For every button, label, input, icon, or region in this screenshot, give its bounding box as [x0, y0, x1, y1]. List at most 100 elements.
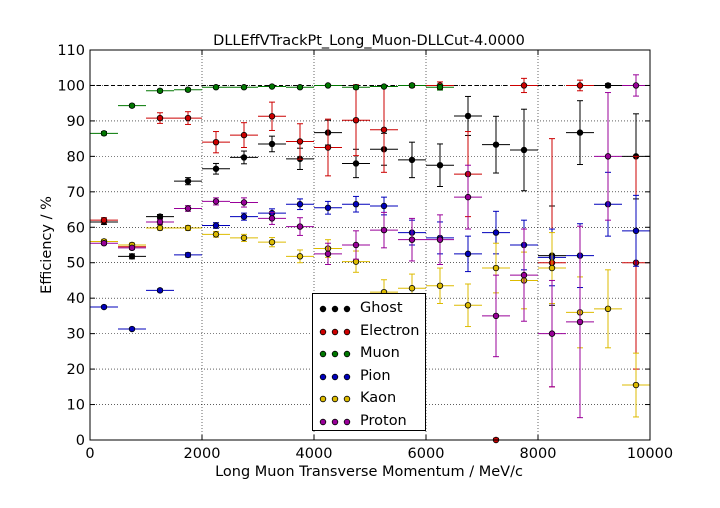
data-point: [128, 102, 136, 109]
y-tick-label: 80: [67, 149, 85, 165]
data-point: [408, 285, 416, 292]
data-point: [100, 240, 108, 247]
data-point: [492, 141, 500, 148]
data-point: [352, 84, 360, 91]
data-point: [520, 82, 528, 89]
data-point: [436, 282, 444, 289]
x-tick-label: 6000: [408, 446, 445, 462]
legend-item-muon: Muon: [313, 343, 425, 365]
data-point: [240, 154, 248, 161]
legend-marker-dot: [331, 305, 339, 313]
data-point: [408, 82, 416, 89]
legend-marker-dot: [319, 373, 327, 380]
data-point: [380, 126, 388, 133]
legend-label: Proton: [360, 412, 407, 429]
data-point: [576, 129, 584, 136]
data-point: [268, 83, 276, 90]
data-point: [464, 302, 472, 309]
data-point: [156, 218, 164, 226]
data-point: [380, 83, 388, 90]
data-point: [576, 318, 584, 326]
data-point: [296, 138, 304, 145]
data-point: [268, 215, 276, 222]
data-point: [156, 287, 164, 294]
data-point: [212, 222, 220, 229]
y-tick-label: 10: [67, 398, 85, 414]
legend-marker-electron: [319, 328, 351, 335]
legend-marker-proton: [319, 418, 351, 425]
data-point: [324, 204, 332, 211]
data-point: [100, 130, 108, 137]
data-point: [184, 177, 192, 185]
y-tick-label: 100: [57, 78, 85, 94]
data-point: [212, 165, 220, 172]
data-point: [492, 229, 500, 236]
data-point: [156, 114, 164, 122]
chart-title: DLLEffVTrackPt_Long_Muon-DLLCut-4.0000: [213, 33, 525, 49]
legend-marker-dot: [319, 418, 327, 425]
data-point: [632, 227, 640, 235]
legend-item-kaon: Kaon: [313, 388, 425, 410]
y-tick-label: 30: [67, 327, 85, 343]
data-point: [296, 201, 304, 208]
data-point: [296, 84, 304, 91]
data-point: [156, 87, 164, 94]
data-point: [156, 224, 164, 232]
x-tick-label: 2000: [184, 446, 221, 462]
data-point: [380, 226, 388, 234]
data-point: [492, 312, 500, 320]
legend-marker-dot: [343, 418, 351, 425]
data-point: [184, 224, 192, 232]
data-point: [212, 198, 220, 205]
legend-label: Kaon: [360, 390, 397, 406]
data-point: [380, 202, 388, 210]
legend-marker-muon: [319, 350, 351, 358]
data-point: [240, 213, 248, 220]
data-point: [604, 82, 612, 89]
data-point: [268, 238, 276, 246]
data-point: [632, 381, 640, 389]
legend-marker-kaon: [319, 395, 351, 403]
legend-marker-dot: [319, 350, 327, 358]
data-point: [520, 271, 528, 279]
legend-item-ghost: Ghost: [313, 298, 425, 320]
data-point: [464, 112, 472, 120]
data-point: [464, 193, 472, 201]
data-point: [408, 236, 416, 243]
legend-marker-ghost: [319, 305, 351, 313]
data-point: [324, 144, 332, 151]
data-point: [240, 84, 248, 91]
data-point: [156, 213, 164, 220]
y-tick-label: 60: [67, 220, 85, 236]
plot-frame: [89, 49, 651, 441]
x-tick-label: 0: [85, 446, 94, 462]
data-point: [240, 131, 248, 139]
y-tick-label: 40: [67, 291, 85, 307]
data-point: [492, 264, 500, 272]
legend-marker-dot: [331, 373, 339, 380]
data-point: [548, 264, 556, 272]
legend-label: Ghost: [360, 300, 403, 316]
series-kaon: [90, 224, 650, 418]
data-point: [436, 84, 444, 91]
legend-marker-dot: [319, 395, 327, 403]
data-point: [240, 199, 248, 206]
y-tick-label: 50: [67, 256, 85, 272]
y-tick-label: 70: [67, 185, 85, 201]
legend-marker-dot: [331, 418, 339, 425]
x-axis-label: Long Muon Transverse Momentum / MeV/c: [215, 464, 523, 480]
data-point: [128, 244, 136, 252]
data-point: [128, 325, 136, 333]
series-muon: [90, 82, 454, 137]
series-pion: [90, 171, 650, 333]
legend-item-electron: Electron: [313, 321, 425, 343]
x-tick-label: 8000: [520, 446, 557, 462]
series-proton: [90, 74, 650, 419]
data-point: [436, 162, 444, 169]
data-point: [324, 250, 332, 258]
data-point: [436, 236, 444, 243]
data-point: [212, 138, 220, 146]
data-point: [352, 201, 360, 208]
data-point: [268, 140, 276, 148]
legend-marker-dot: [343, 350, 351, 358]
